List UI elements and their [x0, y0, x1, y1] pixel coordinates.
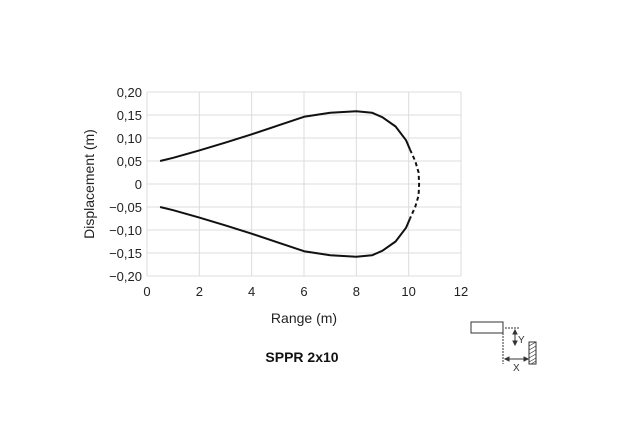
y-diagram-label: Y	[518, 335, 525, 346]
y-tick-label: −0,05	[109, 200, 142, 215]
series-line-solid	[159, 110, 411, 162]
x-tick-label: 0	[143, 284, 150, 299]
series-line-solid	[159, 206, 411, 258]
y-tick-label: −0,10	[109, 223, 142, 238]
x-diagram-label: X	[513, 363, 520, 374]
reflector-icon	[528, 341, 537, 365]
chart-title: SPPR 2x10	[265, 349, 338, 365]
setup-diagram	[470, 321, 537, 365]
y-axis-label: Displacement (m)	[81, 129, 97, 239]
x-tick-label: 8	[353, 284, 360, 299]
x-tick-label: 10	[401, 284, 415, 299]
y-tick-label: 0,20	[117, 85, 142, 100]
sensor-icon	[470, 321, 504, 334]
y-tick-label: 0,15	[117, 108, 142, 123]
x-axis-label: Range (m)	[271, 310, 337, 326]
y-tick-label: 0	[135, 177, 142, 192]
x-tick-label: 2	[196, 284, 203, 299]
x-tick-label: 12	[454, 284, 468, 299]
series-line-dashed	[409, 149, 421, 219]
x-tick-label: 6	[300, 284, 307, 299]
y-tick-label: 0,10	[117, 131, 142, 146]
y-tick-label: 0,05	[117, 154, 142, 169]
grid	[146, 91, 462, 277]
x-tick-label: 4	[248, 284, 255, 299]
y-tick-label: −0,15	[109, 246, 142, 261]
y-tick-label: −0,20	[109, 269, 142, 284]
